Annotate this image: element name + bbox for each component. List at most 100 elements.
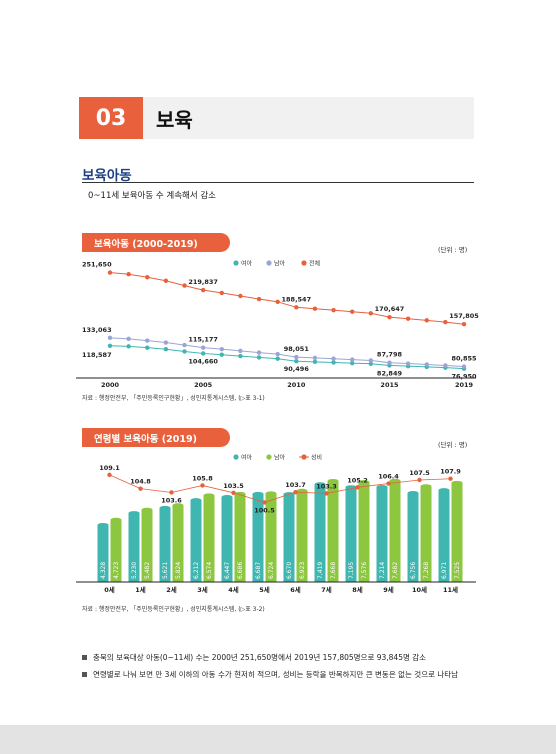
ratio-label: 104.8 [130, 478, 151, 486]
x-tick-label: 3세 [197, 585, 208, 594]
bar-value-label: 6,574 [206, 562, 213, 579]
legend-label: 남아 [274, 454, 286, 462]
bar-female-cap [128, 511, 140, 516]
data-point [200, 345, 206, 350]
data-point [368, 361, 374, 367]
data-point [387, 314, 392, 320]
data-point [219, 352, 224, 357]
ratio-point [324, 491, 329, 496]
bullet-text: 연령별로 나눠 보면 만 3세 이하의 아동 수가 현저히 적으며, 성비는 등… [93, 670, 459, 679]
bar-chart-title: 연령별 보육아동 (2019) [82, 428, 230, 447]
data-point [107, 343, 113, 348]
bar-male-cap [451, 480, 463, 485]
x-tick-label: 2000 [101, 381, 120, 389]
data-point [294, 354, 299, 360]
bar-female-cap [407, 490, 419, 495]
bar-female [221, 497, 233, 582]
data-point [461, 364, 467, 369]
legend-label: 남아 [274, 260, 286, 268]
section-title: 보육 [156, 107, 193, 132]
x-tick-label: 2015 [380, 381, 399, 389]
data-point [387, 360, 392, 365]
data-point [405, 361, 411, 366]
bullet-square-icon [82, 672, 87, 677]
data-point [350, 309, 355, 314]
bar-female-cap [97, 522, 109, 527]
legend-marker-2 [301, 260, 307, 266]
x-tick-label: 2010 [287, 381, 306, 389]
bar-male-cap [327, 478, 339, 483]
bar-value-label: 7,576 [361, 562, 368, 579]
bar-value-label: 4,723 [113, 562, 120, 579]
ratio-label: 107.9 [440, 468, 461, 476]
x-tick-label: 2019 [455, 381, 474, 389]
data-label: 251,650 [82, 261, 112, 269]
data-point [312, 355, 318, 361]
ratio-point [386, 481, 391, 486]
bar-male [234, 493, 246, 582]
bar-value-label: 6,687 [255, 562, 262, 579]
bar-female-cap [376, 484, 388, 489]
ratio-point [417, 477, 422, 483]
data-point [331, 356, 336, 361]
data-label: 90,496 [284, 365, 310, 373]
bar-male [420, 486, 432, 582]
bar-female [438, 490, 450, 582]
data-point [126, 272, 131, 277]
data-label: 188,547 [282, 295, 312, 303]
legend-label: 여아 [241, 260, 253, 268]
bar-value-label: 7,214 [379, 562, 386, 579]
bar-value-label: 6,971 [441, 562, 448, 579]
line-chart: 여아 남아 전체 2000 2005 2010 2015 2019 118,587 104,660… [76, 260, 479, 389]
data-point [424, 362, 429, 367]
bar-value-label: 5,824 [175, 562, 182, 579]
data-point [163, 340, 169, 345]
data-label: 133,063 [82, 326, 112, 334]
data-point [200, 351, 206, 356]
bar-female-cap [159, 505, 171, 510]
bar-female [128, 513, 140, 582]
bullet-item: 충북의 보육대상 아동(0~11세) 수는 2000년 251,650명에서 2… [82, 651, 477, 664]
ratio-point [355, 485, 360, 490]
bar-male-cap [389, 478, 401, 483]
bar-chart-source: 자료 : 행정안전부, 「주민등록인구현황」, 성인지통계시스템, (▷표 3-… [82, 606, 265, 613]
bar-female [97, 524, 109, 582]
data-point [312, 359, 318, 365]
bar-female-cap [190, 498, 202, 503]
x-tick-label: 11세 [443, 585, 458, 594]
bar-female [345, 487, 357, 582]
legend-label: 전체 [309, 260, 320, 268]
x-tick-label: 6세 [290, 585, 301, 594]
data-point [145, 275, 150, 280]
bar-value-label: 7,682 [392, 562, 399, 579]
data-point [200, 287, 206, 293]
bar-female-cap [438, 488, 450, 493]
bar-male-cap [110, 517, 122, 522]
data-label: 104,660 [188, 357, 218, 365]
subsection-description: 0~11세 보육아동 수 계속해서 감소 [88, 191, 216, 201]
data-label: 82,849 [377, 369, 403, 377]
bar-value-label: 6,670 [286, 562, 293, 579]
line-chart-title: 보육아동 (2000-2019) [82, 233, 230, 252]
x-tick-label: 4세 [228, 585, 239, 594]
data-point [182, 283, 187, 288]
data-point [312, 306, 318, 311]
legend-marker-0 [233, 260, 239, 266]
data-point [294, 359, 299, 364]
ratio-label: 107.5 [409, 469, 430, 477]
data-point [275, 351, 280, 357]
data-point [275, 356, 280, 361]
data-point [256, 350, 262, 355]
bar-female-cap [252, 491, 264, 496]
bar-value-label: 7,525 [454, 562, 461, 579]
bar-male [172, 505, 184, 582]
bar-value-label: 6,724 [268, 562, 275, 579]
bar-value-label: 6,447 [224, 562, 231, 579]
data-point [182, 349, 187, 354]
x-tick-label: 1세 [135, 585, 146, 594]
bar-male [141, 509, 153, 582]
line-chart-unit: (단위 : 명) [438, 246, 468, 254]
legend-label: 여아 [241, 454, 253, 462]
bar-male [110, 519, 122, 582]
data-point [256, 296, 262, 302]
